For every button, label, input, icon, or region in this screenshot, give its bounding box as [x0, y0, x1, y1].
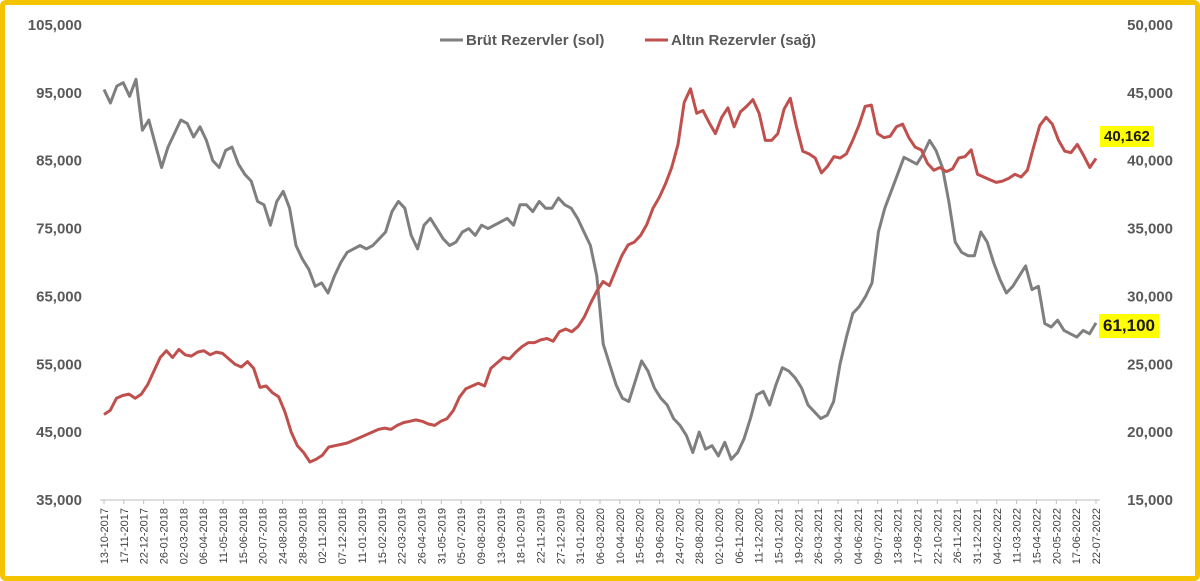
left-tick-label: 85,000	[36, 153, 82, 170]
x-tick-label: 09-08-2019	[476, 508, 488, 564]
x-tick-label: 17-11-2017	[119, 508, 131, 563]
x-tick-label: 20-05-2022	[1051, 508, 1063, 564]
x-tick-label: 15-02-2019	[377, 508, 389, 564]
x-tick-label: 06-11-2020	[734, 508, 746, 563]
left-axis: 35,000 45,000 55,000 65,000 75,000 85,000 95,0…	[28, 17, 82, 509]
gold-latest-value-callout: 40,162	[1100, 126, 1154, 147]
x-tick-label: 15-04-2022	[1031, 508, 1043, 564]
x-tick-label: 31-01-2020	[575, 508, 587, 564]
x-tick-label: 10-04-2020	[615, 508, 627, 564]
x-tick-label: 31-12-2021	[972, 508, 984, 564]
right-tick-label: 25,000	[1127, 356, 1173, 373]
x-tick-label: 02-03-2018	[178, 508, 190, 564]
series-line-altin-rezervler	[103, 87, 1098, 464]
right-tick-label: 45,000	[1127, 85, 1173, 102]
x-tick-label: 26-03-2021	[813, 508, 825, 564]
x-tick-label: 19-06-2020	[655, 508, 667, 564]
legend-label-brut: Brüt Rezervler (sol)	[466, 32, 604, 49]
x-tick-label: 19-02-2021	[793, 508, 805, 564]
x-tick-label: 28-08-2020	[694, 508, 706, 564]
x-tick-label: 27-12-2019	[555, 508, 567, 564]
x-tick-label: 11-03-2022	[1012, 508, 1024, 563]
x-tick-label: 13-10-2017	[99, 508, 111, 564]
x-tick-label: 11-12-2020	[754, 508, 766, 563]
x-tick-label: 04-02-2022	[992, 508, 1004, 564]
legend-label-altin: Altın Rezervler (sağ)	[671, 32, 816, 49]
x-tick-label: 26-01-2018	[159, 508, 171, 564]
x-tick-label: 02-11-2018	[317, 508, 329, 563]
x-axis: 13-10-2017 17-11-2017 22-12-2017 26-01-2018…	[99, 500, 1103, 564]
x-tick-label: 15-01-2021	[774, 508, 786, 564]
series-line-brut-rezervler	[102, 77, 1098, 461]
x-tick-label: 22-03-2019	[397, 508, 409, 564]
left-tick-label: 55,000	[36, 356, 82, 373]
x-tick-label: 15-05-2020	[635, 508, 647, 564]
right-tick-label: 30,000	[1127, 288, 1173, 305]
x-tick-label: 17-09-2021	[912, 508, 924, 564]
right-tick-label: 20,000	[1127, 424, 1173, 441]
x-tick-label: 26-04-2019	[416, 508, 428, 564]
x-tick-label: 18-10-2019	[516, 508, 528, 564]
right-axis: 15,000 20,000 25,000 30,000 35,000 40,000 45,0…	[1127, 17, 1173, 509]
right-tick-label: 40,000	[1127, 153, 1173, 170]
x-tick-label: 20-07-2018	[258, 508, 270, 564]
dual-axis-line-chart: 35,000 45,000 55,000 65,000 75,000 85,000 95,0…	[28, 17, 1173, 564]
x-tick-label: 06-04-2018	[198, 508, 210, 564]
x-tick-label: 22-11-2019	[535, 508, 547, 563]
right-tick-label: 15,000	[1127, 492, 1173, 509]
x-tick-label: 11-01-2019	[357, 508, 369, 563]
x-tick-label: 11-05-2018	[218, 508, 230, 563]
legend: Brüt Rezervler (sol) Altın Rezervler (sa…	[440, 32, 816, 49]
x-tick-label: 13-08-2021	[893, 508, 905, 564]
right-tick-label: 50,000	[1127, 17, 1173, 34]
x-tick-label: 09-07-2021	[873, 508, 885, 564]
x-tick-label: 24-07-2020	[674, 508, 686, 564]
x-tick-label: 22-07-2022	[1091, 508, 1103, 564]
x-tick-label: 22-10-2021	[932, 508, 944, 564]
x-tick-label: 31-05-2019	[436, 508, 448, 564]
x-tick-label: 02-10-2020	[714, 508, 726, 564]
left-tick-label: 95,000	[36, 85, 82, 102]
x-tick-label: 17-06-2022	[1071, 508, 1083, 564]
left-tick-label: 105,000	[28, 17, 82, 34]
gross-latest-value-callout: 61,100	[1099, 314, 1159, 338]
right-tick-label: 35,000	[1127, 221, 1173, 238]
series-layer	[102, 77, 1098, 464]
x-tick-label: 05-07-2019	[456, 508, 468, 564]
x-tick-label: 24-08-2018	[278, 508, 290, 564]
left-tick-label: 45,000	[36, 424, 82, 441]
x-tick-label: 06-03-2020	[595, 508, 607, 564]
x-tick-label: 28-09-2018	[297, 508, 309, 564]
x-tick-label: 07-12-2018	[337, 508, 349, 564]
left-tick-label: 65,000	[36, 288, 82, 305]
x-tick-label: 30-04-2021	[833, 508, 845, 564]
x-tick-label: 22-12-2017	[139, 508, 151, 564]
left-tick-label: 35,000	[36, 492, 82, 509]
x-tick-label: 26-11-2021	[952, 508, 964, 563]
x-tick-label: 13-09-2019	[496, 508, 508, 564]
left-tick-label: 75,000	[36, 221, 82, 238]
x-tick-label: 04-06-2021	[853, 508, 865, 564]
x-tick-label: 15-06-2018	[238, 508, 250, 564]
